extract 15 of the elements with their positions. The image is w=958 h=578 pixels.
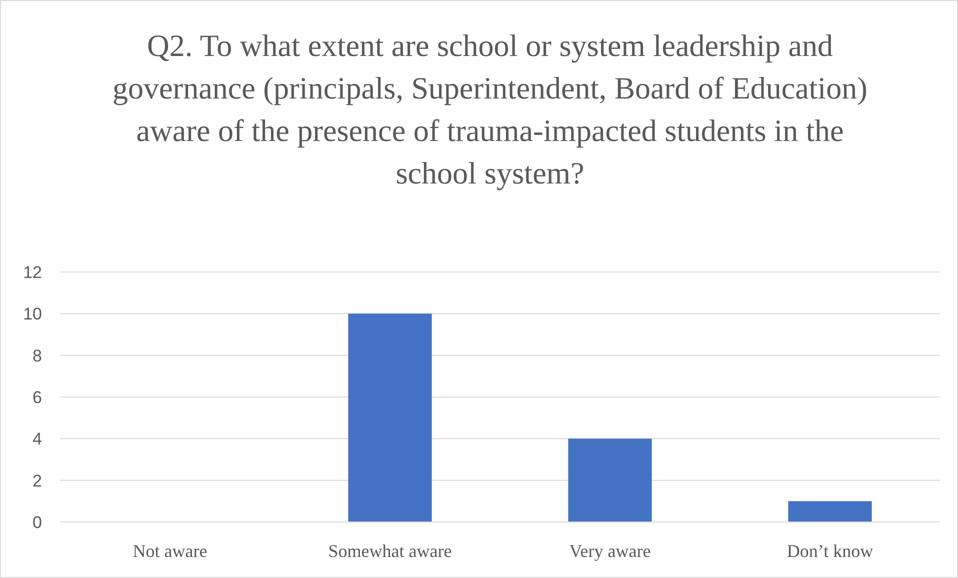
bar [348, 314, 432, 522]
x-tick-label: Not aware [132, 541, 208, 561]
y-tick-label: 4 [32, 430, 42, 449]
chart-title: Q2. To what extent are school or system leadership and governance (principals, Superintendent, Board of Education) aware of the presence of trauma-impacted students in the school system? [112, 28, 868, 190]
x-tick-label: Don’t know [786, 541, 874, 561]
x-tick-label: Very aware [569, 541, 651, 561]
bar [568, 438, 652, 522]
y-tick-label: 8 [32, 346, 42, 366]
y-tick-label: 6 [32, 388, 42, 407]
y-tick-label: 0 [32, 512, 42, 532]
bar [788, 501, 872, 522]
y-tick-label: 2 [32, 471, 42, 490]
x-tick-label: Somewhat aware [328, 541, 452, 561]
y-tick-label: 10 [23, 304, 42, 324]
y-tick-label: 12 [23, 262, 42, 282]
